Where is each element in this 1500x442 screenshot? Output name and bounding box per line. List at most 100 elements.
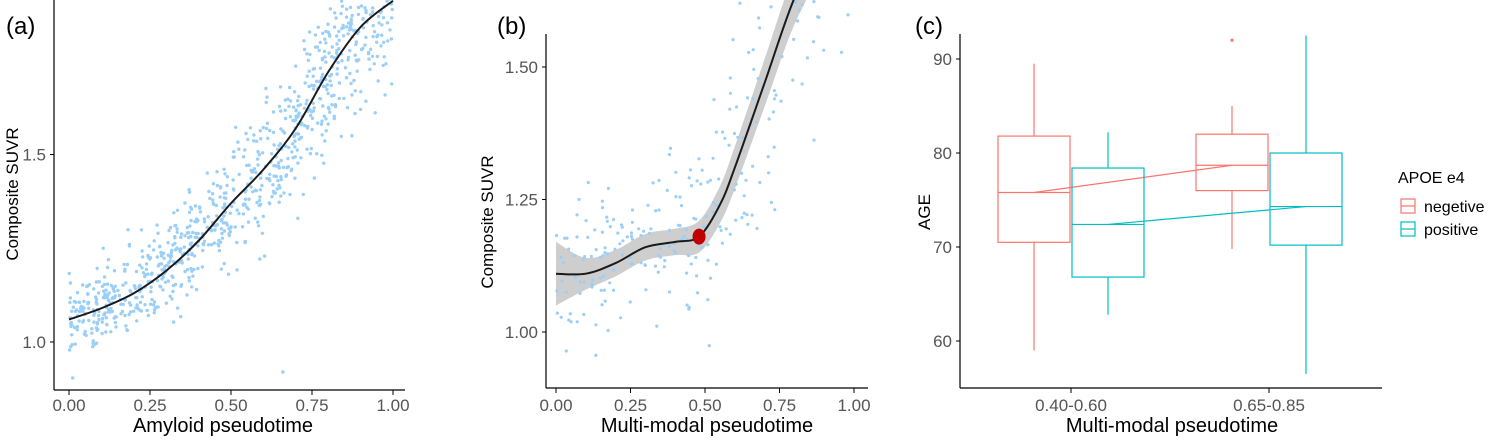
panel-a-point (182, 245, 186, 249)
panel-b-point (575, 320, 579, 324)
panel-a-point (261, 214, 265, 218)
panel-a-point (74, 308, 79, 312)
panel-a-point (277, 200, 281, 204)
panel-a-point (283, 108, 287, 113)
panel-a-point (105, 322, 109, 327)
panel-a-point (361, 46, 365, 51)
panel-a-point (149, 290, 153, 294)
panel-a-point (213, 228, 217, 232)
panel-a-point (305, 74, 309, 78)
panel-a-point (92, 320, 96, 324)
panel-a-point (283, 116, 288, 121)
panel-a-smooth-line (68, 0, 394, 321)
panel-a-point (225, 223, 229, 227)
panel-a-point (94, 297, 99, 301)
panel-a-point (308, 151, 313, 156)
panel-a-point (105, 282, 110, 286)
panel-a-point (170, 297, 174, 301)
panel-a-point (313, 33, 318, 37)
panel-a-point (371, 34, 375, 39)
panel-a-point (244, 131, 248, 136)
panel-a-point (384, 62, 388, 66)
panel-b-point (667, 244, 671, 248)
panel-a-point (126, 228, 130, 232)
panel-a-point (140, 249, 144, 253)
panel-a-point (318, 40, 322, 45)
panel-a-point (319, 122, 324, 126)
panel-c-y-label: AGE (915, 194, 934, 230)
panel-a-point (114, 325, 118, 329)
panel-a-point (100, 320, 105, 324)
panel-a-point (151, 303, 156, 307)
panel-b-point (718, 225, 722, 229)
panel-b-point (694, 255, 698, 260)
panel-a-point (320, 119, 324, 123)
panel-b-point (578, 291, 582, 295)
panel-a-point (264, 86, 268, 91)
panel-a-point (324, 60, 328, 64)
panel-b-point (582, 312, 586, 317)
panel-a-point (279, 127, 283, 131)
panel-a-point (316, 25, 320, 29)
panel-a-point (379, 44, 383, 48)
panel-a-point (257, 203, 261, 208)
panel-a-point (256, 224, 261, 228)
panel-a-point (191, 230, 195, 235)
panel-b-point (792, 37, 796, 42)
panel-a-point (128, 289, 132, 293)
panel-a-y-tick-label: 1.0 (22, 333, 46, 352)
panel-a-point (368, 13, 373, 17)
panel-a-point (354, 42, 358, 47)
panel-a-point (124, 324, 128, 328)
panel-a-point (100, 316, 105, 321)
panel-a-x-tick-label: 1.00 (376, 396, 409, 415)
panel-a-point (271, 130, 276, 135)
panel-a-point (102, 289, 106, 293)
panel-a-point (82, 332, 87, 336)
panel-b-point (700, 168, 704, 172)
panel-a-point (77, 300, 82, 304)
panel-a-point (243, 148, 247, 152)
panel-a-point (107, 291, 111, 295)
panel-a-point (346, 32, 350, 36)
panel-a-point (324, 41, 328, 45)
panel-b-point (742, 211, 746, 215)
panel-a-point (217, 244, 221, 248)
panel-a-point (70, 343, 74, 347)
panel-a-point (328, 7, 333, 11)
panel-a-point (290, 167, 294, 171)
panel-b-point (689, 262, 693, 266)
panel-a-point (217, 248, 222, 253)
panel-a-point (271, 183, 275, 187)
panel-a-point (218, 195, 222, 199)
panel-c-y-tick-label: 80 (933, 144, 952, 163)
panel-b-point (637, 227, 641, 231)
panel-a-point (106, 258, 111, 262)
panel-b-point (751, 164, 755, 168)
panel-a-point (150, 297, 154, 302)
panel-a-point (187, 275, 191, 280)
panel-b-point (600, 199, 605, 203)
panel-a-point (220, 236, 225, 240)
panel-a-point (366, 50, 371, 55)
panel-a-point (299, 156, 303, 160)
panel-b-point (734, 182, 738, 186)
legend-entries: negetive positive (1400, 198, 1485, 239)
panel-a-point (267, 128, 272, 133)
panel-a-point (330, 103, 334, 107)
panel-a-point (297, 94, 301, 99)
panel-b-point (767, 117, 771, 121)
panel-a-point (241, 212, 246, 216)
panel-a-point (214, 203, 219, 208)
panel-a-point (135, 303, 139, 307)
panel-a-point (147, 244, 151, 248)
panel-a-point (260, 231, 265, 235)
panel-b-point (751, 97, 755, 101)
panel-a-point (343, 66, 348, 70)
panel-b-point (564, 349, 568, 353)
panel-a-point (296, 132, 301, 136)
panel-b-y-ticks: 1.001.251.501.752.00 (505, 58, 546, 342)
panel-b-point (608, 281, 612, 285)
panel-b-point (601, 274, 606, 278)
panel-a-x-tick-label: 0.25 (133, 396, 166, 415)
